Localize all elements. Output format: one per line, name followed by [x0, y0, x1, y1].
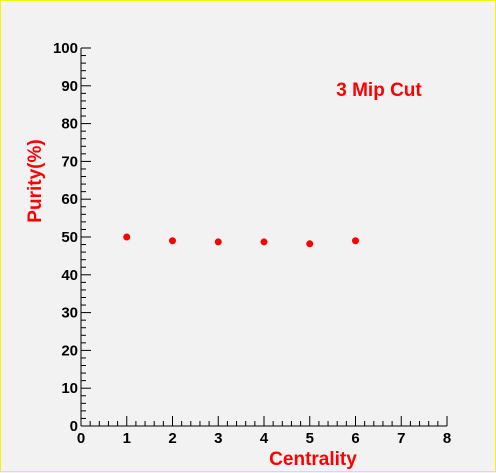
- data-points: [123, 233, 359, 248]
- y-tick-label: 40: [61, 267, 78, 284]
- x-tick-label: 2: [168, 430, 176, 447]
- y-tick-label: 90: [61, 78, 78, 95]
- data-point: [306, 240, 314, 248]
- x-tick-label: 5: [306, 430, 314, 447]
- x-tick-label: 6: [351, 430, 359, 447]
- y-tick-label: 50: [61, 229, 78, 246]
- annotation-label: 3 Mip Cut: [336, 80, 422, 101]
- y-tick-label: 70: [61, 153, 78, 170]
- x-tick-label: 3: [214, 430, 222, 447]
- x-tick-label: 0: [77, 430, 85, 447]
- y-tick-label: 30: [61, 305, 78, 322]
- tick-labels: 0 10 20 30 40 50 60 70 80 90 100 0 1 2 3 4 5 6 7 8: [53, 40, 451, 447]
- y-tick-label: 60: [61, 191, 78, 208]
- data-point: [214, 238, 222, 246]
- x-tick-label: 1: [123, 430, 131, 447]
- x-axis-title: Centrality: [269, 449, 357, 470]
- y-tick-label: 80: [61, 116, 78, 133]
- data-point: [352, 237, 359, 245]
- data-point: [260, 238, 268, 246]
- data-point: [123, 233, 131, 241]
- ticks: [80, 47, 448, 427]
- y-tick-label: 0: [70, 418, 78, 435]
- y-tick-label: 10: [61, 380, 78, 397]
- data-point: [169, 237, 176, 245]
- y-tick-label: 100: [53, 40, 78, 57]
- y-tick-label: 20: [61, 342, 78, 359]
- x-tick-label: 4: [260, 430, 269, 447]
- x-tick-label: 7: [397, 430, 405, 447]
- axes: [80, 48, 447, 427]
- y-axis-title: Purity(%): [25, 139, 46, 222]
- x-tick-label: 8: [443, 430, 451, 447]
